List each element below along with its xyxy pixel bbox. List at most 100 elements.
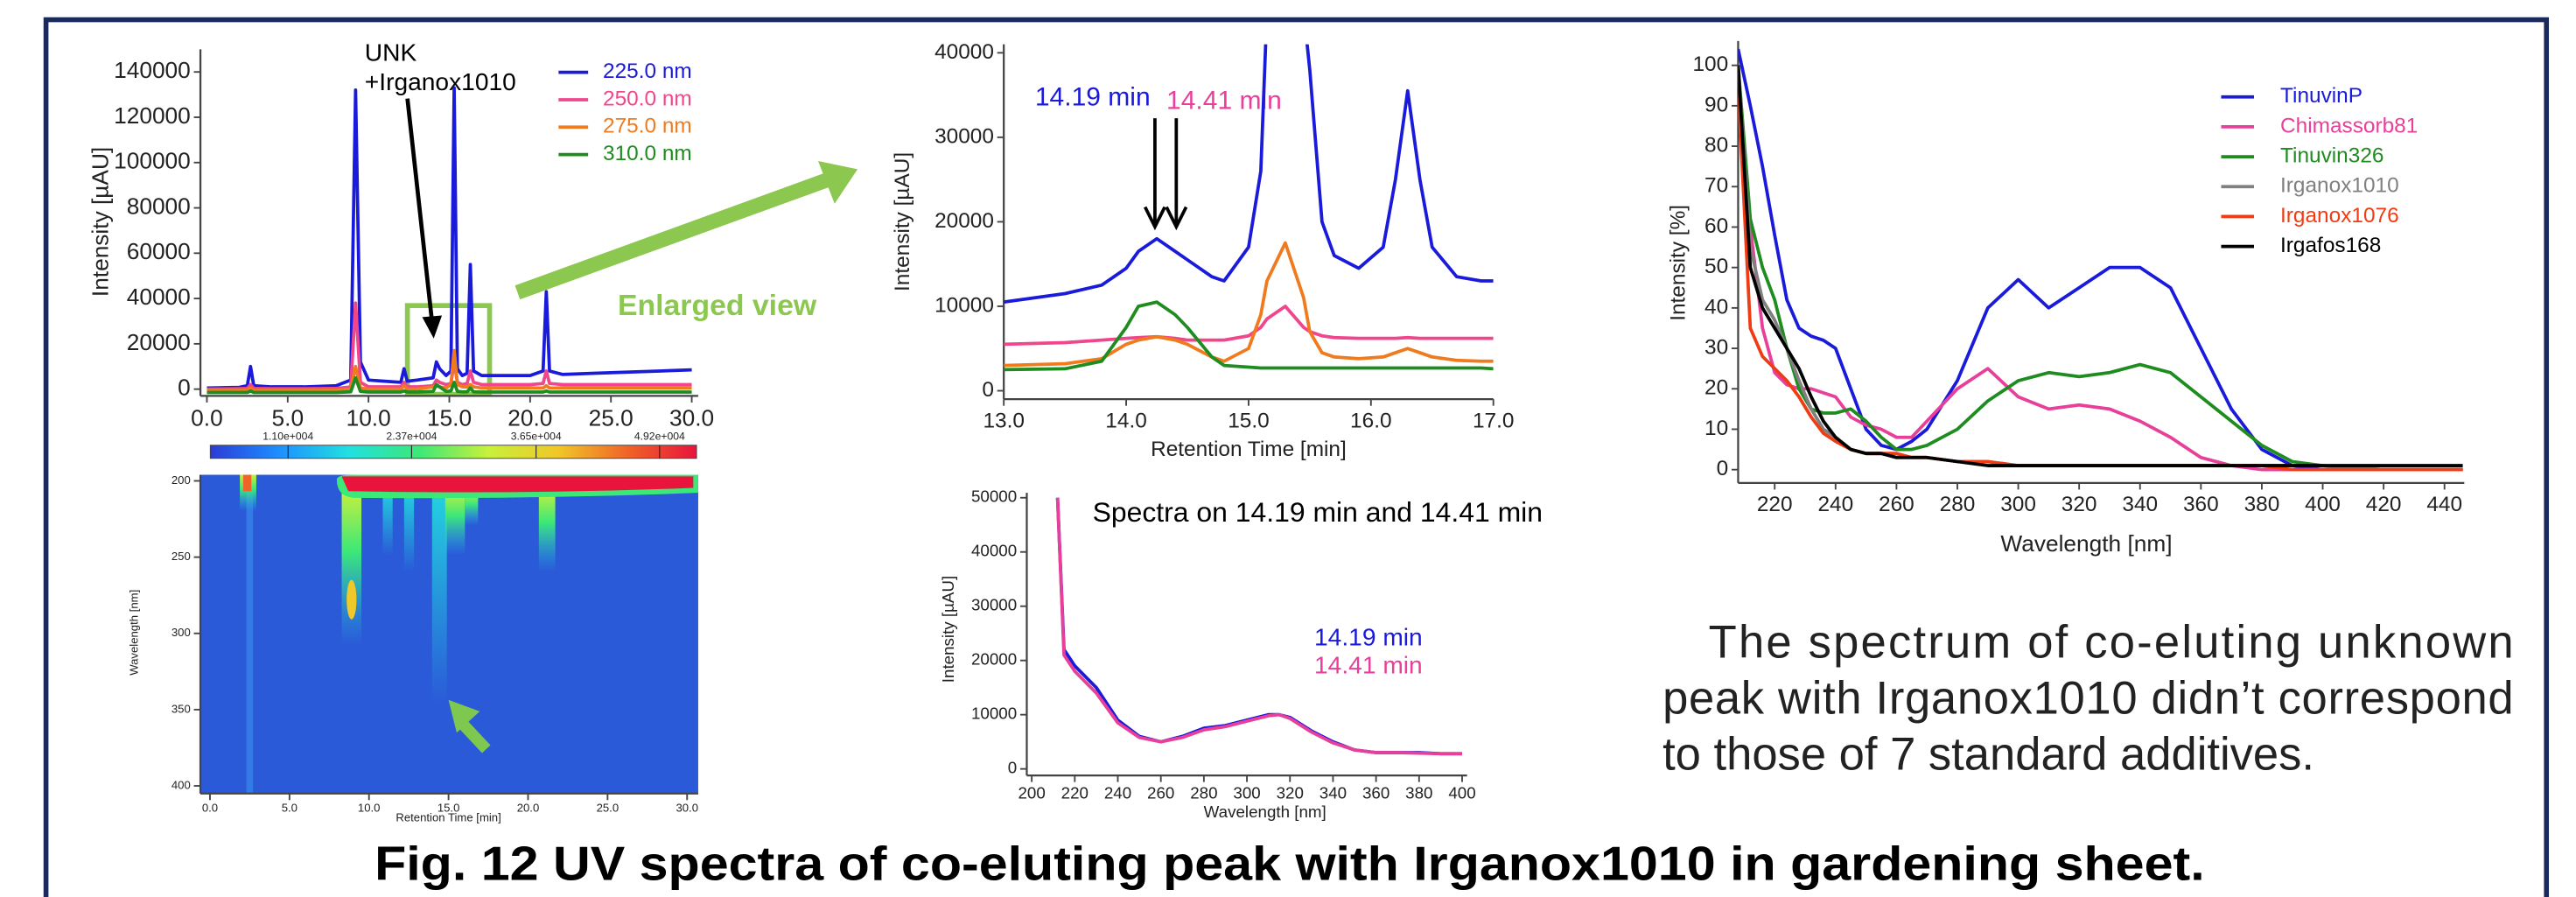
x-tick-label: 5.0 [282,802,298,815]
x-tick-label: 260 [1879,493,1914,516]
peak-arrows [1143,118,1188,231]
annotation: 14.19 min [1035,83,1151,112]
x-tick-label: 30.0 [669,405,714,431]
y-tick-label: 40000 [934,40,994,64]
chart: 0 10 20 30 40 50 60 70 80 90 100 220 240 260 280 300 320… [1666,40,2465,557]
colorbar-label: 3.65e+004 [511,431,562,443]
caption: Fig. 12 UV spectra of co-eluting peak wi… [374,837,2205,891]
x-tick-label: 320 [1277,784,1304,802]
y-tick-label: 30000 [971,596,1017,614]
x-tick-label: 280 [1940,493,1976,516]
x-axis-label: Wavelength [nm] [2000,530,2172,557]
y-tick-label: 0 [1717,457,1729,480]
legend-label: Tinuvin326 [2280,144,2384,168]
y-tick-label: 20000 [127,329,191,355]
y-tick-label: 70 [1704,174,1728,198]
y-tick-label: 350 [172,702,191,715]
legend-label: TinuvinP [2280,84,2362,108]
x-tick-label: 380 [2244,493,2280,516]
x-tick-label: 380 [1405,784,1432,802]
series-line [1004,241,1494,368]
y-tick-label: 20000 [934,209,994,233]
x-tick-label: 240 [1817,493,1853,516]
y-tick-label: 40 [1704,295,1728,319]
paragraph-line: to those of 7 standard additives. [1662,728,2314,780]
x-tick-label: 25.0 [589,405,634,431]
annotation: UNK [365,39,417,66]
x-tick-label: 240 [1104,784,1131,802]
annotation: +Irganox1010 [365,68,516,95]
x-tick-label: 320 [2062,493,2097,516]
y-tick-label: 0 [178,375,191,401]
series-line [1055,497,1463,756]
chart: 200 250 300 350 400 0.0 5.0 10.0 15.0 20.0 25.0 30.… [127,431,698,824]
x-tick-label: 0.0 [191,405,223,431]
y-tick-label: 60000 [127,238,191,264]
y-tick-label: 10000 [934,293,994,317]
x-tick-label: 20.0 [517,802,540,815]
legend-label: Irganox1076 [2280,204,2399,228]
y-tick-label: 20 [1704,376,1728,400]
frame [43,17,2550,897]
x-tick-label: 30.0 [676,802,698,815]
y-tick-label: 50000 [971,487,1017,506]
y-tick-label: 100000 [114,148,191,174]
zoom-box [404,303,493,397]
x-tick-label: 280 [1190,784,1217,802]
x-tick-label: 10.0 [358,802,381,815]
x-tick-label: 14.0 [1105,409,1146,432]
y-tick-label: 30000 [934,124,994,148]
y-tick-label: 90 [1704,93,1728,116]
x-axis-label: Wavelength [nm] [1204,802,1326,821]
series-line [1738,65,2463,467]
x-tick-label: 300 [1233,784,1260,802]
y-tick-label: 80 [1704,134,1728,158]
chart: 0 10000 20000 30000 40000 13.0 14.0 15.0 16.0 17.… [891,40,1514,461]
x-tick-label: 0.0 [202,802,218,815]
unk-arrow [405,98,443,339]
series-line [1004,305,1494,347]
legend-label: 14.19 min [1314,624,1423,651]
y-tick-label: 140000 [114,57,191,83]
series-line [206,375,692,395]
x-tick-label: 440 [2426,493,2462,516]
y-tick-label: 250 [172,550,191,563]
x-tick-label: 15.0 [438,802,460,815]
x-tick-label: 5.0 [272,405,304,431]
y-axis-label: Wavelength [nm] [127,590,140,676]
x-tick-label: 220 [1061,784,1088,802]
y-tick-label: 200 [172,473,191,487]
y-axis-label: Intensity [%] [1666,205,1690,321]
x-tick-label: 300 [2000,493,2036,516]
y-tick-label: 80000 [127,193,191,219]
series-line [1738,65,2463,472]
legend-label: Irganox1010 [2280,174,2399,198]
y-tick-label: 10000 [971,704,1017,723]
chart: 0 10000 20000 30000 40000 50000 200 220 240 260 28… [939,487,1543,821]
x-tick-label: 17.0 [1473,409,1514,432]
y-tick-label: 100 [1692,53,1728,76]
legend-label: Chimassorb81 [2280,114,2418,137]
y-tick-label: 20000 [971,650,1017,669]
y-tick-label: 300 [172,626,191,639]
x-tick-label: 16.0 [1350,409,1391,432]
x-axis-label: Retention Time [min] [1151,438,1347,461]
chart: 0 20000 40000 60000 80000 100000 120000 140000 0… [87,39,817,431]
y-axis-label: Intensity [µAU] [939,576,957,683]
legend-label: 14.41 min [1314,652,1423,679]
colorbar-label: 4.92e+004 [634,431,685,443]
legend-label: 250.0 nm [603,87,692,110]
series-line [1004,300,1494,372]
x-tick-label: 340 [1320,784,1347,802]
paragraph-line: The spectrum of co-eluting unknown [1709,617,2514,669]
x-tick-label: 25.0 [597,802,620,815]
x-tick-label: 360 [1362,784,1390,802]
x-tick-label: 420 [2366,493,2402,516]
y-tick-label: 10 [1704,417,1728,440]
series-line [206,301,692,391]
legend-label: 310.0 nm [603,142,692,165]
x-tick-label: 220 [1757,493,1793,516]
chart-title: Spectra on 14.19 min and 14.41 min [1093,496,1543,528]
legend-label: Irgafos168 [2280,234,2381,257]
